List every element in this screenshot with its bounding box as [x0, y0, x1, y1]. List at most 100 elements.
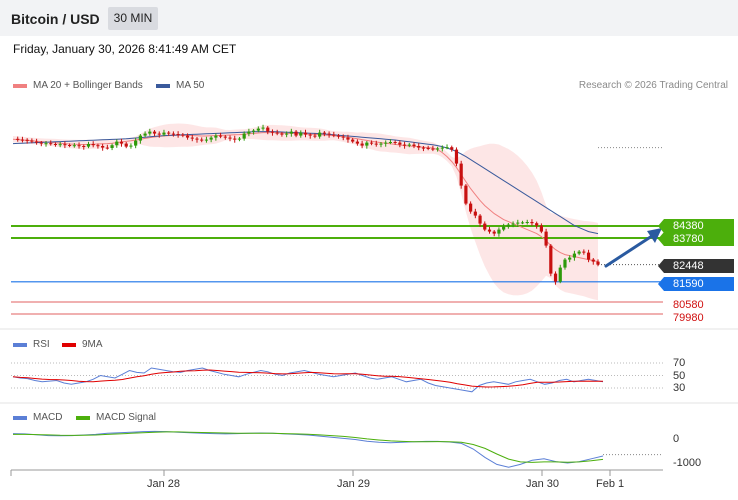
candle-body — [351, 139, 355, 142]
candle-body — [138, 135, 142, 141]
candle-body — [417, 146, 421, 148]
candle-body — [445, 147, 449, 149]
candle-body — [30, 140, 34, 142]
candle-body — [77, 145, 81, 147]
candle-body — [25, 139, 29, 141]
candle-body — [544, 231, 548, 246]
candle-body — [492, 231, 496, 234]
candle-body — [308, 134, 312, 136]
macd-axis-0: 0 — [673, 433, 680, 445]
candle-body — [167, 132, 171, 134]
candle-body — [119, 141, 124, 144]
candle-body — [374, 143, 378, 145]
candle-body — [525, 222, 529, 223]
candle-body — [190, 137, 194, 139]
legend-ma50: MA 50 — [156, 80, 204, 91]
candle-body — [398, 142, 402, 145]
rsi-line — [12, 367, 604, 393]
candle-body — [412, 144, 416, 146]
x-label-jan-28: Jan 28 — [147, 478, 181, 490]
candle-body — [34, 141, 39, 143]
candle-body — [360, 143, 364, 146]
timeframe-badge[interactable]: 30 MIN — [108, 7, 158, 30]
candle-body — [421, 147, 426, 149]
candle-body — [596, 261, 600, 265]
level-tag-pivot: 81590 — [658, 277, 734, 291]
bollinger-bands — [13, 123, 598, 301]
copyright: Research © 2026 Trading Central — [578, 80, 728, 91]
candle-body — [435, 148, 440, 150]
candle-body — [332, 134, 336, 136]
candle-body — [124, 143, 128, 147]
candle-body — [91, 144, 95, 146]
candle-body — [313, 135, 317, 137]
rsi-ma-line — [12, 369, 603, 388]
candle-body — [228, 137, 232, 139]
candle-body — [82, 146, 86, 147]
level-tag-resistance-1: 84380 — [658, 219, 734, 233]
candle-body — [355, 141, 359, 144]
candle-body — [553, 273, 558, 282]
candle-body — [469, 203, 473, 212]
candle-body — [487, 229, 492, 232]
candle-body — [162, 132, 166, 135]
x-label-feb-1: Feb 1 — [596, 478, 625, 490]
macd-signal-line — [13, 431, 604, 463]
macd-panel — [12, 430, 663, 468]
rsi-axis-70: 70 — [673, 357, 686, 369]
candle-body — [200, 139, 204, 141]
x-label-jan-29: Jan 29 — [337, 478, 371, 490]
candle-body — [402, 144, 407, 146]
timestamp: Friday, January 30, 2026 8:41:49 AM CET — [13, 42, 237, 56]
candle-body — [407, 144, 411, 146]
candle-body — [327, 133, 331, 135]
candle-body — [233, 138, 237, 140]
candle-body — [148, 131, 152, 134]
candle-body — [582, 251, 586, 253]
candle-body — [365, 142, 369, 146]
candle-body — [214, 135, 218, 138]
candle-body — [20, 139, 25, 141]
candle-body — [535, 223, 539, 226]
candle-body — [223, 136, 227, 138]
candle-body — [242, 133, 246, 139]
candle-body — [393, 142, 397, 143]
level-tag-resistance-2: 83780 — [658, 232, 734, 246]
candle-body — [497, 229, 501, 234]
candle-body — [294, 131, 298, 136]
candles — [16, 124, 600, 285]
x-label-jan-30: Jan 30 — [526, 478, 560, 490]
candle-body — [530, 222, 534, 224]
candle-body — [440, 147, 444, 149]
candle-body — [459, 163, 463, 186]
candle-body — [346, 137, 350, 140]
candle-body — [322, 132, 326, 134]
candle-body — [63, 144, 67, 146]
candle-body — [247, 131, 251, 134]
candle-body — [44, 143, 48, 145]
legend-rsi: RSI — [13, 339, 50, 350]
macd-axis-minus-1000: -1000 — [673, 457, 702, 469]
candle-body — [237, 138, 242, 140]
candle-body — [176, 134, 180, 135]
candle-body — [369, 142, 374, 144]
candle-body — [285, 133, 289, 135]
candle-body — [58, 144, 62, 146]
candle-body — [49, 143, 53, 145]
candle-body — [270, 131, 275, 133]
candle-body — [204, 139, 209, 141]
candle-body — [431, 148, 435, 150]
candle-body — [520, 222, 525, 224]
candle-body — [72, 145, 76, 147]
candle-body — [256, 128, 260, 131]
price-levels — [11, 147, 663, 315]
candle-body — [577, 251, 581, 254]
candle-body — [289, 131, 293, 134]
legend-macd: MACD — [13, 412, 62, 423]
candle-body — [275, 132, 279, 134]
candle-body — [450, 147, 454, 150]
candle-body — [506, 224, 510, 227]
level-label-support-1: 80580 — [673, 299, 704, 311]
candle-body — [185, 135, 190, 138]
